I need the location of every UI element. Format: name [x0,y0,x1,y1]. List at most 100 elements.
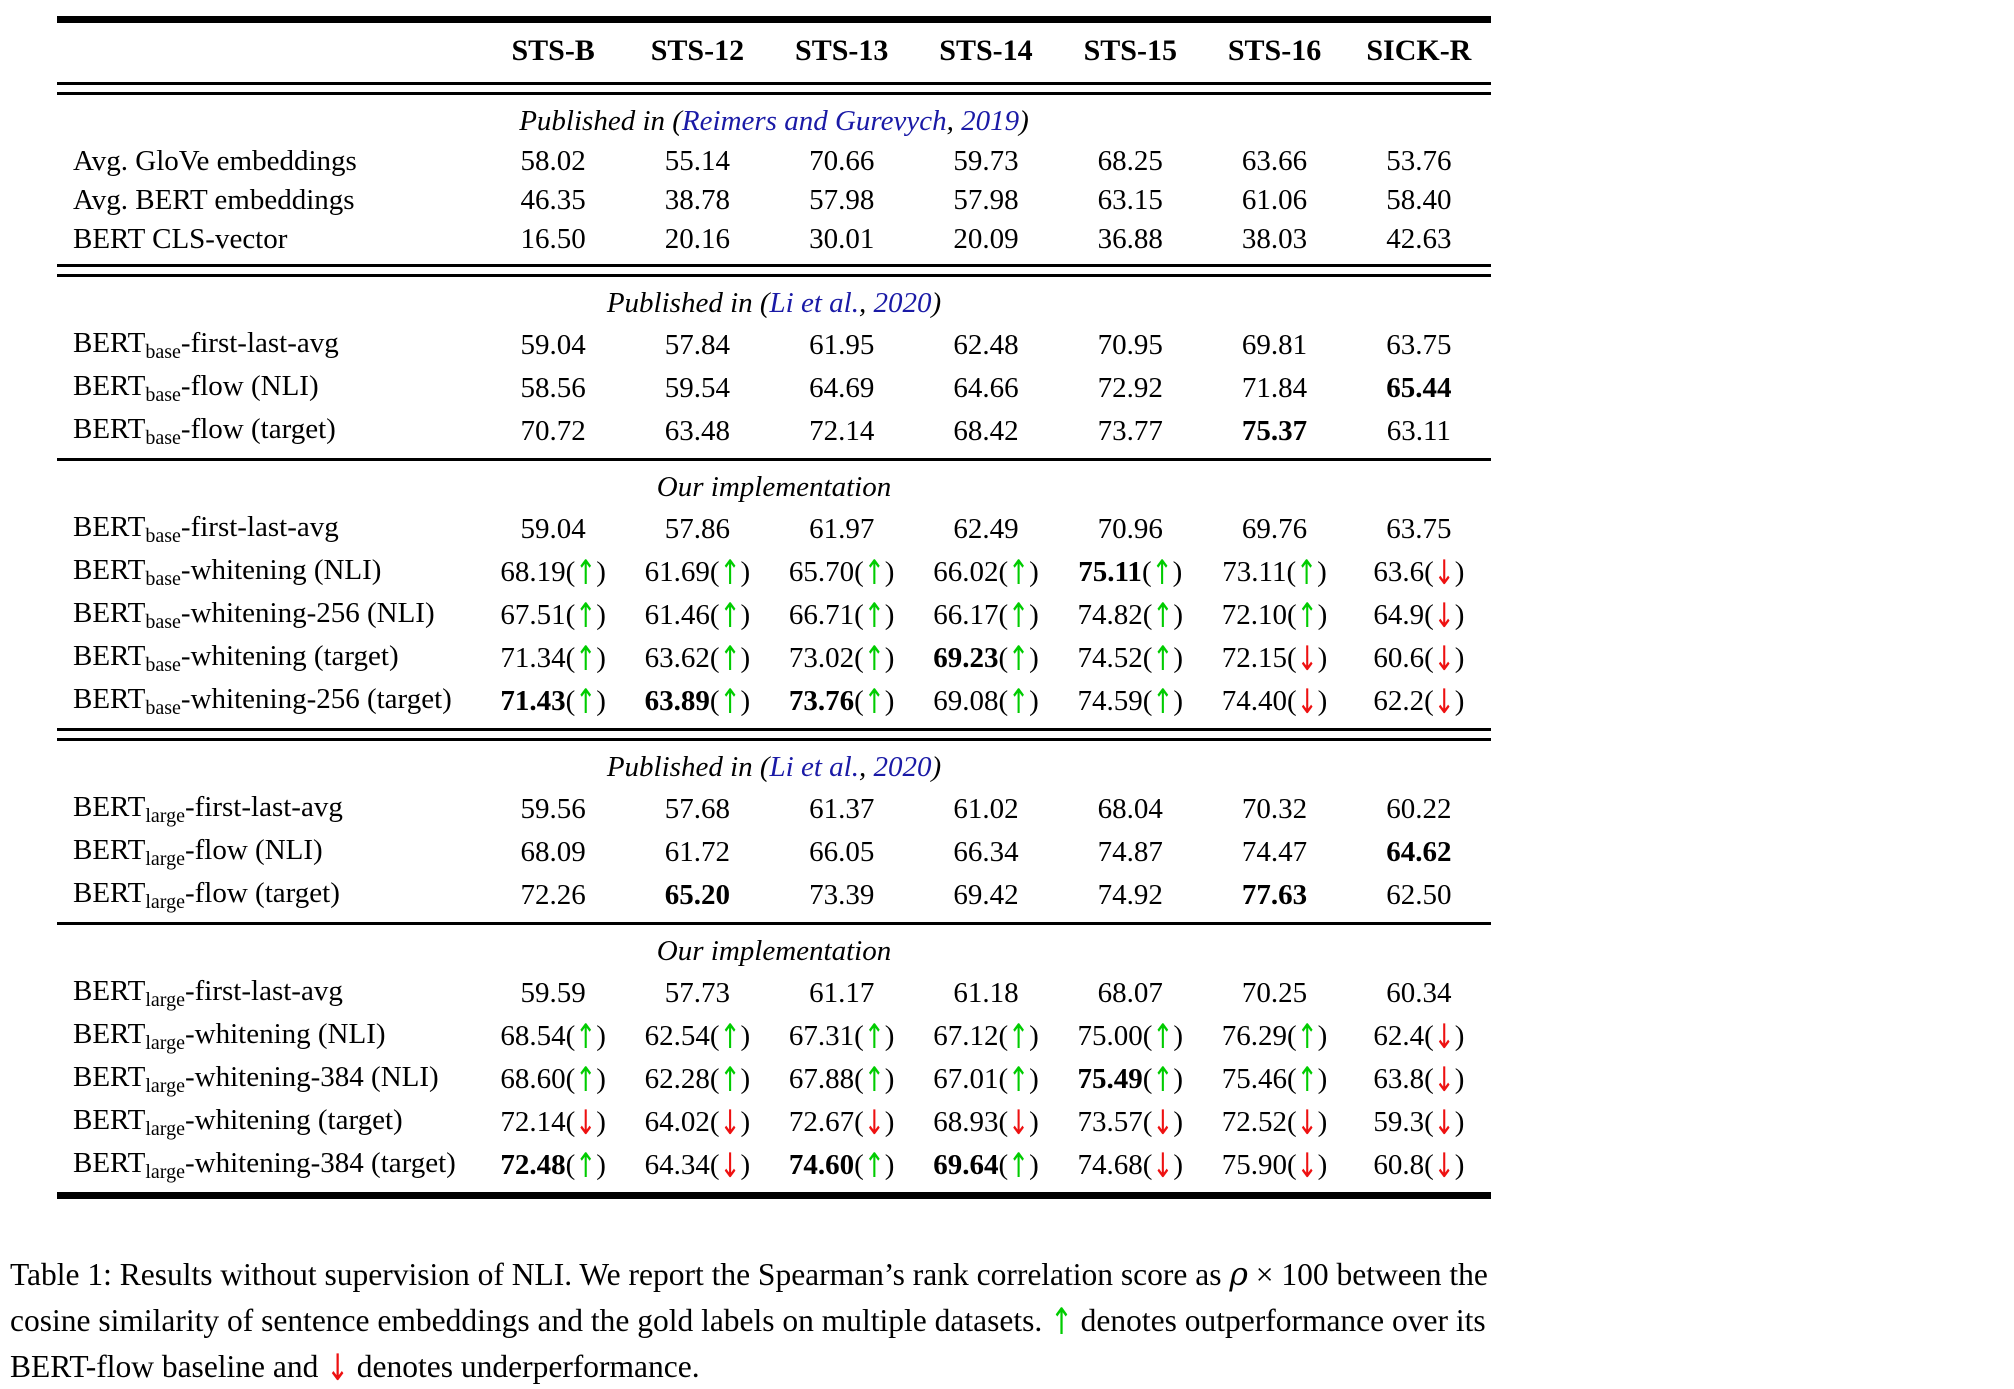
citation-link[interactable]: Reimers and Gurevych [681,105,947,137]
up-arrow-icon: ↑ [1151,552,1173,593]
score-cell: 20.16 [625,220,769,259]
caption-text: denotes outperformance over its BERT-flo… [10,1303,1486,1384]
score-value: 74.40 [1221,685,1288,717]
table-row: Avg. GloVe embeddings 58.02 55.14 70.66 59.7… [57,142,1491,181]
score-value: 74.87 [1097,836,1163,868]
score-cell: 76.29(↑) [1221,1016,1328,1057]
citation-link[interactable]: 2020 [873,287,932,319]
score-value: 75.37 [1241,415,1308,447]
score-value: 63.66 [1241,145,1308,177]
score-cell: 16.50 [481,220,625,259]
score-value: 73.39 [809,879,875,911]
score-cell: 57.73 [625,972,769,1015]
score-value: 73.11 [1222,556,1287,588]
score-value: 63.15 [1097,184,1163,216]
score-value: 61.95 [809,329,875,361]
citation-link[interactable]: Li et al. [769,751,859,783]
row-label: BERTbase-whitening-256 (target) [57,680,481,723]
rule-double [57,723,1491,746]
row-label: Avg. BERT embeddings [57,181,481,220]
section-header-text: ) [1019,105,1029,137]
score-cell: 61.18 [914,972,1058,1015]
score-value: 57.68 [664,793,731,825]
score-value: 61.37 [809,793,875,825]
score-value: 63.75 [1386,513,1452,545]
score-cell: 55.14 [625,142,769,181]
row-label: Avg. GloVe embeddings [57,142,481,181]
score-value: 70.66 [809,145,875,177]
table-row: BERTbase-whitening (NLI) 68.19(↑) 61.69(↑)… [57,551,1491,594]
table-row: BERTbase-first-last-avg 59.04 57.86 61.97 62… [57,508,1491,551]
citation-link[interactable]: Li et al. [769,287,859,319]
row-label-text: -first-last-avg [184,975,343,1007]
score-cell: 57.98 [770,181,914,220]
score-value: 64.9 [1373,599,1425,631]
score-cell: 73.02(↑) [788,638,895,679]
up-arrow-icon: ↑ [575,638,597,679]
score-value: 66.71 [788,599,855,631]
score-cell: 68.07 [1058,972,1202,1015]
score-cell: 59.54 [625,367,769,410]
score-value: 68.19 [500,556,566,588]
up-arrow-icon: ↑ [863,595,885,636]
column-header-sts-b: STS-B [511,34,595,67]
up-arrow-icon: ↑ [575,681,597,722]
rule-cell [57,453,1491,466]
up-arrow-icon: ↑ [1152,681,1174,722]
score-value: 68.54 [500,1020,566,1052]
up-arrow-icon: ↑ [719,552,741,593]
row-label-subscript: large [145,989,185,1011]
score-value: 66.34 [953,836,1019,868]
horizontal-rule [57,1192,1491,1199]
score-value: 70.72 [520,415,586,447]
score-value: 66.02 [933,556,999,588]
row-label: BERTbase-first-last-avg [57,508,481,551]
score-value: 67.88 [788,1063,855,1095]
up-arrow-icon: ↑ [719,1059,741,1100]
score-cell: 67.01(↑) [933,1059,1039,1100]
score-value: 38.03 [1241,223,1308,255]
score-value: 70.32 [1241,793,1308,825]
rule-thick [57,1187,1491,1204]
rule-cell [57,723,1491,746]
score-cell: 74.52(↑) [1077,638,1184,679]
score-cell: 65.70(↑) [788,552,895,593]
row-label-text: -flow (NLI) [180,370,319,402]
score-value: 67.31 [788,1020,855,1052]
score-cell: 74.68(↓) [1077,1145,1184,1186]
score-cell: 58.02 [481,142,625,181]
score-value: 66.17 [933,599,999,631]
row-label-subscript: base [145,384,181,406]
score-value: 59.73 [953,145,1019,177]
score-value: 69.08 [933,685,999,717]
rule-double [57,77,1491,100]
citation-link[interactable]: 2020 [873,751,932,783]
up-arrow-icon: ↑ [1152,1016,1174,1057]
row-label-text: Avg. BERT embeddings [73,184,355,216]
citation-link[interactable]: 2019 [961,105,1020,137]
score-value: 65.44 [1386,372,1452,404]
row-label-subscript: large [145,1118,185,1140]
score-value: 69.23 [933,642,999,674]
score-cell: 64.02(↓) [644,1102,751,1143]
score-cell: 64.62 [1347,831,1491,874]
row-label-text: -whitening-384 (target) [184,1147,456,1179]
up-arrow-icon: ↑ [1152,638,1174,679]
score-cell: 61.95 [770,324,914,367]
score-cell: 74.59(↑) [1077,681,1184,722]
score-value: 71.84 [1241,372,1308,404]
score-value: 76.29 [1221,1020,1288,1052]
score-cell: 65.44 [1347,367,1491,410]
score-cell: 65.20 [625,874,769,917]
up-arrow-icon: ↑ [575,1145,597,1186]
score-cell: 36.88 [1058,220,1202,259]
score-value: 74.68 [1077,1149,1143,1181]
score-value: 60.8 [1373,1149,1425,1181]
section-header-row: Published in (Li et al., 2020) [57,282,1491,324]
down-arrow-icon: ↓ [1296,1102,1318,1143]
score-cell: 59.04 [481,324,625,367]
score-cell: 70.66 [770,142,914,181]
score-value: 69.76 [1241,513,1308,545]
score-cell: 73.77 [1058,410,1202,453]
score-cell: 63.62(↑) [644,638,751,679]
